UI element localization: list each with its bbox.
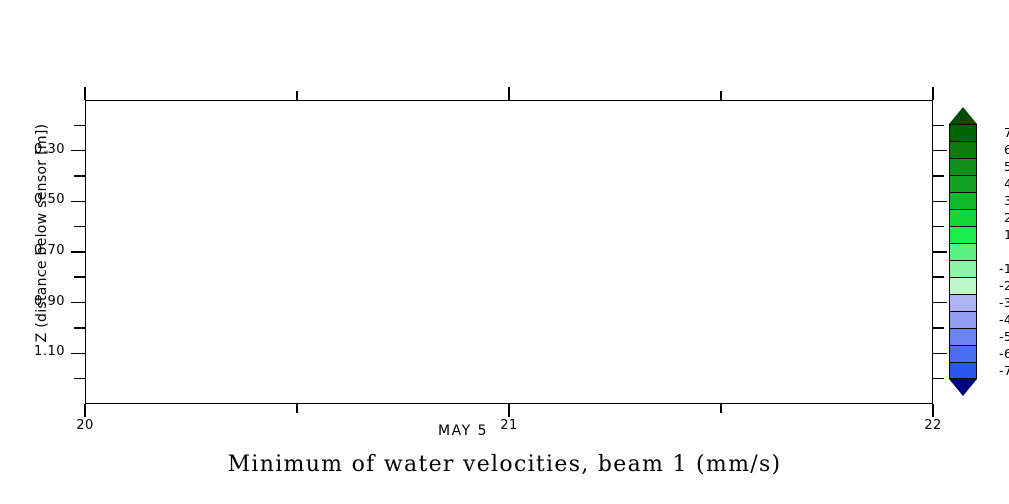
colorbar-band[interactable] (949, 243, 977, 260)
colorbar-band[interactable] (949, 311, 977, 328)
colorbar-tick-label: -700 (999, 362, 1009, 378)
colorbar-band[interactable] (949, 141, 977, 158)
x-axis-major-tick-top (84, 87, 86, 100)
y-axis-major-tick (71, 352, 85, 355)
colorbar-band[interactable] (949, 362, 977, 379)
x-axis-minor-tick (296, 404, 298, 413)
y-axis-minor-tick (74, 276, 85, 279)
colorbar-tick-label: 200 (1003, 209, 1009, 225)
colorbar-tick-label: 700 (1003, 124, 1009, 140)
x-axis-tick-label: 21 (500, 418, 518, 433)
colorbar-band[interactable] (949, 260, 977, 277)
colorbar-band[interactable] (949, 158, 977, 175)
y-axis-major-tick (71, 301, 85, 304)
x-axis-minor-tick-top (296, 91, 298, 100)
x-axis-sublabel: MAY 5 (438, 423, 488, 439)
y-axis-tick-label: 1.10 (34, 344, 65, 360)
colorbar-band[interactable] (949, 175, 977, 192)
y-axis-tick-label: 0.30 (34, 141, 65, 157)
y-axis-minor-tick-right (933, 225, 944, 228)
x-axis-major-tick (932, 404, 934, 417)
y-axis-minor-tick (74, 124, 85, 127)
y-axis-minor-tick-right (933, 377, 944, 380)
y-axis-major-tick (71, 149, 85, 152)
y-axis-major-tick-right (933, 149, 947, 152)
y-axis-minor-tick (74, 225, 85, 228)
colorbar-band[interactable] (949, 209, 977, 226)
y-axis-major-tick-right (933, 251, 947, 253)
colorbar-tick-label: 600 (1003, 141, 1009, 157)
y-axis-minor-tick-right (933, 175, 944, 177)
y-axis-major-tick (71, 200, 85, 203)
x-axis-tick-label: 20 (76, 418, 94, 433)
colorbar-tick-label: 500 (1003, 158, 1009, 174)
colorbar-tick-label: -300 (999, 294, 1009, 310)
plot-area (85, 100, 933, 404)
y-axis-major-tick-right (933, 200, 947, 203)
colorbar-band[interactable] (949, 124, 977, 141)
colorbar-tick-label: 100 (1003, 226, 1009, 242)
y-axis-tick-label: 0.70 (34, 243, 65, 258)
colorbar-band[interactable] (949, 345, 977, 362)
colorbar-tick-label: -100 (999, 260, 1009, 276)
colorbar-band[interactable] (949, 294, 977, 311)
colorbar-tick-label: -500 (999, 328, 1009, 344)
x-axis-major-tick (508, 404, 510, 417)
y-axis-major-tick-right (933, 352, 947, 355)
colorbar-tick-label: 0 (983, 244, 1009, 259)
colorbar-tick-label: -600 (999, 345, 1009, 361)
x-axis-tick-label: 22 (924, 418, 942, 433)
colorbar-cap-bottom-icon (949, 379, 977, 396)
x-axis-major-tick-top (932, 87, 934, 100)
colorbar-cap-top-icon (949, 107, 977, 124)
x-axis-major-tick-top (508, 87, 510, 100)
y-axis-major-tick (71, 251, 85, 253)
colorbar-tick-label: 300 (1003, 192, 1009, 208)
y-axis-minor-tick (74, 327, 85, 329)
colorbar[interactable]: 700600500400300200100 0-100-200-300-400-5… (949, 107, 1009, 396)
x-axis-minor-tick (720, 404, 722, 413)
x-axis-minor-tick-top (720, 91, 722, 100)
colorbar-band[interactable] (949, 277, 977, 294)
y-axis-minor-tick (74, 377, 85, 380)
y-axis-tick-label: 0.50 (34, 192, 65, 208)
colorbar-band[interactable] (949, 192, 977, 209)
colorbar-tick-label: -400 (999, 311, 1009, 327)
colorbar-band[interactable] (949, 328, 977, 345)
colorbar-band[interactable] (949, 226, 977, 243)
y-axis-minor-tick-right (933, 276, 944, 279)
chart-title: Minimum of water velocities, beam 1 (mm/… (227, 452, 782, 477)
y-axis-minor-tick (74, 175, 85, 177)
y-axis-minor-tick-right (933, 327, 944, 329)
y-axis-major-tick-right (933, 301, 947, 304)
y-axis-tick-label: 0.90 (34, 293, 65, 309)
x-axis-major-tick (84, 404, 86, 417)
colorbar-tick-label: 400 (1003, 175, 1009, 191)
y-axis-minor-tick-right (933, 124, 944, 127)
colorbar-tick-label: -200 (999, 277, 1009, 293)
